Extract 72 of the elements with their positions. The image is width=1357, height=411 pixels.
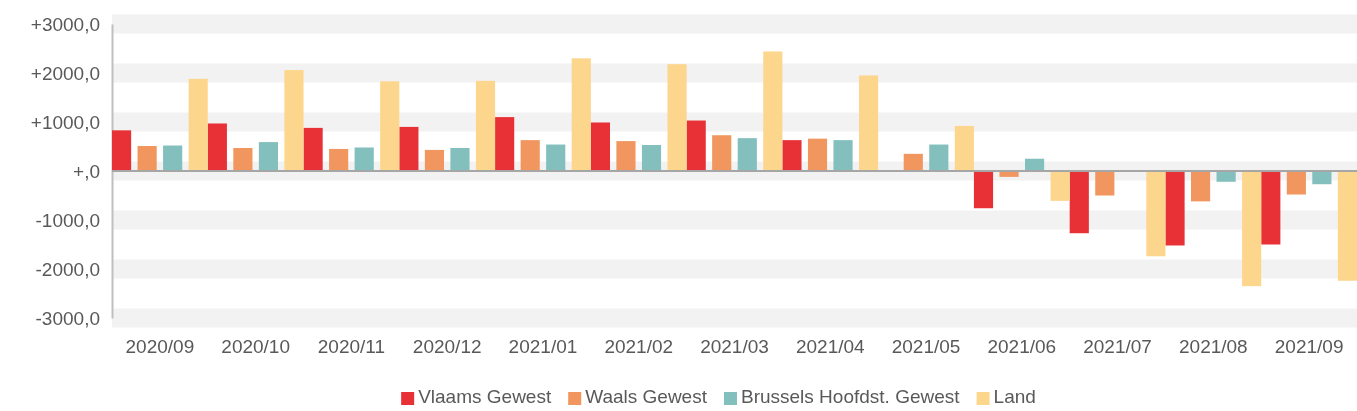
bar xyxy=(1261,171,1281,245)
bar xyxy=(954,125,974,171)
bar xyxy=(903,153,923,171)
bar xyxy=(667,64,687,171)
bar xyxy=(163,145,183,171)
bar xyxy=(1095,171,1115,196)
legend-label: Brussels Hoofdst. Gewest xyxy=(740,386,961,407)
y-tick-label: -3000,0 xyxy=(35,307,100,329)
bar xyxy=(929,144,949,171)
bar xyxy=(737,138,757,171)
y-tick-label: -2000,0 xyxy=(35,258,100,280)
bar xyxy=(112,130,132,171)
bar xyxy=(1286,171,1306,195)
bar xyxy=(207,123,227,171)
bar xyxy=(1069,171,1089,234)
y-tick-label: -1000,0 xyxy=(35,209,100,231)
bar xyxy=(475,80,496,171)
x-tick-label: 2020/11 xyxy=(317,336,386,358)
x-tick-label: 2021/03 xyxy=(700,336,769,358)
bar xyxy=(399,126,419,171)
x-tick-label: 2021/09 xyxy=(1274,336,1344,358)
bar xyxy=(1050,171,1070,201)
legend-label: Vlaams Gewest xyxy=(418,386,552,407)
bar xyxy=(284,70,304,171)
x-tick-label: 2020/09 xyxy=(125,336,195,358)
bar xyxy=(1191,171,1211,202)
y-tick-label: +2000,0 xyxy=(30,62,100,84)
bar xyxy=(137,146,157,171)
bar xyxy=(1146,171,1166,257)
bar xyxy=(450,147,470,171)
bar xyxy=(424,149,444,171)
x-tick-label: 2021/07 xyxy=(1083,336,1152,358)
x-tick-label: 2021/02 xyxy=(604,336,674,358)
bar xyxy=(258,142,278,171)
bar xyxy=(807,138,828,171)
x-tick-label: 2021/05 xyxy=(891,336,961,358)
bar xyxy=(616,141,636,171)
bar xyxy=(329,148,349,171)
bar xyxy=(859,75,879,171)
x-tick-label: 2021/06 xyxy=(987,336,1057,358)
bar xyxy=(233,147,253,171)
bar xyxy=(1337,171,1357,281)
y-tick-label: +1000,0 xyxy=(30,111,100,133)
bar xyxy=(380,81,400,171)
bar xyxy=(520,140,540,171)
x-tick-label: 2021/08 xyxy=(1179,336,1248,358)
bar xyxy=(571,58,591,171)
bar xyxy=(590,122,610,171)
bar xyxy=(1216,171,1236,182)
y-tick-label: +3000,0 xyxy=(30,13,100,35)
x-tick-label: 2021/04 xyxy=(795,336,866,358)
bar xyxy=(833,140,853,171)
bar xyxy=(782,140,802,171)
legend-label: Land xyxy=(993,386,1036,407)
bar xyxy=(1312,171,1332,185)
x-tick-label: 2020/12 xyxy=(412,336,482,358)
y-tick-label: +,0 xyxy=(73,160,100,182)
bar xyxy=(973,171,994,209)
bar xyxy=(641,145,662,171)
bar xyxy=(546,144,566,171)
legend-label: Waals Gewest xyxy=(585,386,708,407)
bar xyxy=(303,127,323,171)
bar xyxy=(188,78,208,171)
bar xyxy=(763,51,783,171)
bar xyxy=(712,135,732,171)
bar xyxy=(1165,171,1185,246)
bar xyxy=(354,147,374,171)
bar xyxy=(686,120,706,171)
bar xyxy=(495,117,515,171)
bar xyxy=(1242,171,1262,287)
x-tick-label: 2020/10 xyxy=(221,336,290,358)
x-tick-label: 2021/01 xyxy=(508,336,578,358)
